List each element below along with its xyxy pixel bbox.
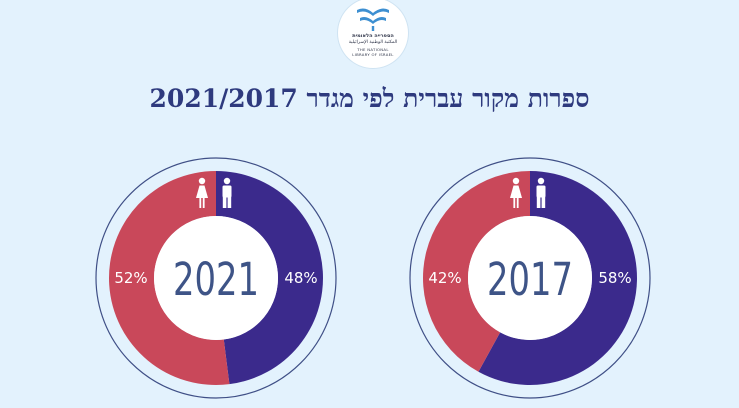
men-percent-label: 48% (284, 269, 317, 287)
men-percent-label: 58% (598, 269, 631, 287)
logo-text-english-2: LIBRARY OF ISRAEL (352, 52, 394, 57)
outer-ring (95, 157, 337, 399)
donut-chart-2017: 2017 58% 42% (409, 157, 651, 399)
outer-ring (409, 157, 651, 399)
male-figure-icon (222, 177, 232, 208)
logo-text-hebrew: הספרייה הלאומית (352, 33, 394, 39)
logo-text-arabic: المكتبة الوطنية الإسرائيلية (348, 40, 398, 45)
logo-text-english-1: THE NATIONAL (357, 47, 389, 52)
donut-hole (468, 216, 592, 340)
national-library-logo: הספרייה הלאומית المكتبة الوطنية الإسرائي… (338, 0, 408, 68)
women-percent-label: 52% (114, 269, 147, 287)
donut-chart-2021: 2021 48% 52% (95, 157, 337, 399)
female-figure-icon (510, 177, 522, 208)
center-year-label: 2017 (487, 253, 573, 306)
slice-men (216, 171, 323, 385)
page-title: ספרות מקור עברית לפי מגדר 2021/2017 (149, 84, 590, 113)
donut-hole (154, 216, 278, 340)
slice-women (109, 171, 230, 385)
male-figure-icon (536, 177, 546, 208)
female-figure-icon (196, 177, 208, 208)
slice-men (478, 171, 637, 386)
center-year-label: 2021 (173, 253, 259, 306)
women-percent-label: 42% (428, 269, 461, 287)
slice-women (423, 171, 530, 372)
book-logo-icon (357, 8, 389, 31)
